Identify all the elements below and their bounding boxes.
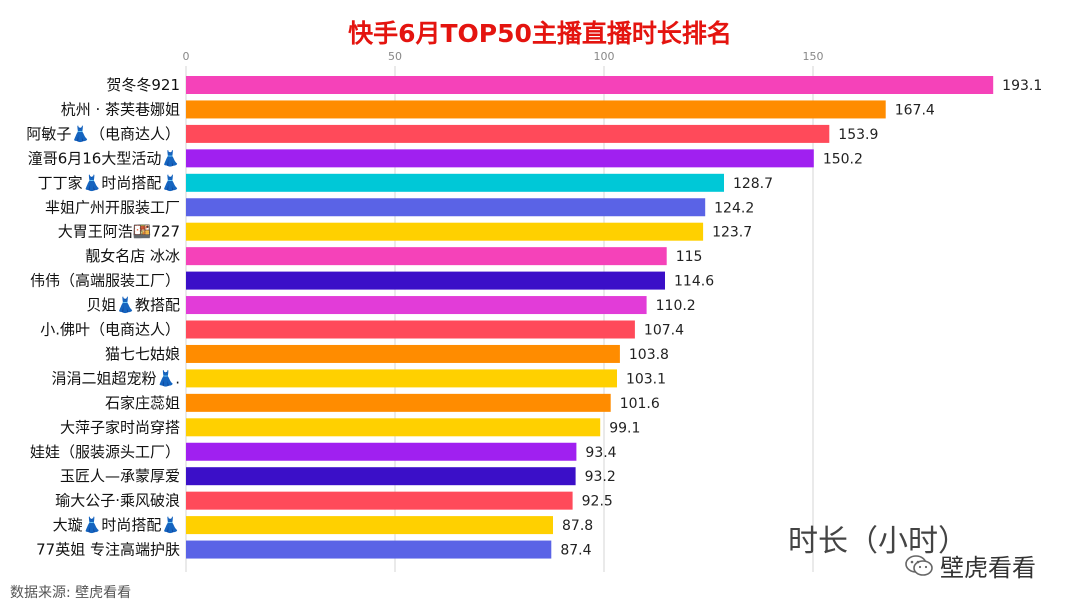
category-label: 丁丁家👗时尚搭配👗	[38, 174, 180, 192]
value-label: 99.1	[609, 420, 640, 436]
value-label: 193.1	[1002, 78, 1042, 94]
x-tick-label: 100	[594, 50, 615, 63]
value-label: 110.2	[656, 298, 696, 314]
category-label: 娃娃（服装源头工厂）	[30, 443, 180, 461]
value-label: 123.7	[712, 225, 752, 241]
category-label: 77英姐 专注高端护肤	[36, 541, 180, 559]
value-label: 101.6	[620, 396, 660, 412]
x-axis-title: 时长（小时）	[788, 524, 968, 559]
value-label: 103.8	[629, 347, 669, 363]
x-tick-label: 50	[388, 50, 402, 63]
bar	[186, 344, 620, 363]
bar	[186, 247, 667, 266]
bar	[186, 149, 814, 168]
bar	[186, 198, 706, 217]
bar	[186, 320, 635, 339]
bar	[186, 124, 830, 143]
chart-title: 快手6月TOP50主播直播时长排名	[348, 19, 732, 48]
value-label: 87.8	[562, 518, 593, 534]
category-label: 阿敏子👗（电商达人）	[26, 125, 180, 143]
value-label: 124.2	[714, 200, 754, 216]
bar	[186, 467, 576, 486]
brand-label: 壁虎看看	[940, 554, 1036, 582]
category-label: 靓女名店 冰冰	[85, 247, 180, 265]
category-label: 小.佛叶（电商达人）	[40, 321, 180, 339]
category-label: 大萍子家时尚穿搭	[60, 418, 180, 436]
category-label: 贺冬冬921	[106, 76, 180, 94]
value-label: 87.4	[560, 543, 591, 559]
category-label: 潼哥6月16大型活动👗	[28, 149, 180, 167]
category-label: 涓涓二姐超宠粉👗.	[52, 369, 180, 387]
bar	[186, 540, 552, 559]
bar	[186, 393, 611, 412]
value-label: 103.1	[626, 371, 666, 387]
value-label: 93.2	[585, 469, 616, 485]
category-label: 贝姐👗教搭配	[86, 296, 180, 314]
value-label: 114.6	[674, 274, 714, 290]
value-label: 167.4	[895, 102, 935, 118]
category-label: 大胃王阿浩🍱727	[58, 223, 180, 241]
bar	[186, 173, 724, 192]
bar	[186, 369, 617, 388]
category-label: 玉匠人—承蒙厚爱	[60, 467, 180, 485]
value-label: 107.4	[644, 323, 684, 339]
bar	[186, 491, 573, 510]
value-label: 115	[676, 249, 703, 265]
bar	[186, 296, 647, 315]
value-label: 150.2	[823, 151, 863, 167]
value-label: 128.7	[733, 176, 773, 192]
value-label: 93.4	[585, 445, 616, 461]
bar	[186, 222, 704, 241]
category-label: 芈姐广州开服装工厂	[45, 198, 180, 216]
brand-watermark: 壁虎看看	[904, 548, 1036, 583]
value-label: 92.5	[582, 494, 613, 510]
category-label: 大璇👗时尚搭配👗	[53, 516, 180, 534]
category-label: 猫七七姑娘	[105, 345, 180, 363]
value-label: 153.9	[838, 127, 878, 143]
category-label: 杭州 · 茶芙巷娜姐	[61, 100, 180, 118]
wechat-icon	[905, 554, 933, 576]
x-tick-label: 150	[803, 50, 824, 63]
bar	[186, 516, 553, 535]
x-tick-label: 0	[183, 50, 190, 63]
bar	[186, 418, 601, 437]
bar	[186, 442, 577, 461]
bar	[186, 271, 665, 290]
bar	[186, 100, 886, 119]
category-label: 石家庄蕊姐	[105, 394, 180, 412]
source-note: 数据来源: 壁虎看看	[10, 585, 132, 601]
bar	[186, 76, 994, 94]
category-label: 瑜大公子·乘风破浪	[55, 492, 180, 510]
category-label: 伟伟（高端服装工厂）	[30, 272, 180, 290]
